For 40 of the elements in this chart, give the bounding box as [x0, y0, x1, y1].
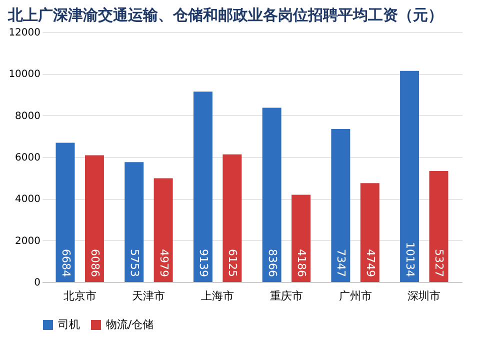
y-tick-label: 6000 — [15, 152, 40, 164]
chart-title: 北上广深津渝交通运输、仓储和邮政业各岗位招聘平均工资（元） — [7, 6, 444, 24]
y-tick-label: 10000 — [8, 69, 40, 80]
data-label: 4186 — [295, 249, 308, 277]
bar — [84, 155, 104, 282]
data-label: 6086 — [88, 249, 102, 277]
bar — [262, 108, 282, 282]
y-tick-label: 4000 — [15, 194, 40, 206]
legend-label: 司机 — [58, 318, 80, 331]
bar — [429, 171, 448, 282]
x-tick-label: 上海市 — [201, 290, 234, 302]
y-tick-label: 0 — [34, 278, 40, 288]
y-tick-label: 2000 — [15, 236, 40, 247]
data-label: 5753 — [128, 249, 142, 277]
bar — [400, 70, 420, 282]
y-tick-label: 8000 — [15, 110, 40, 122]
data-label: 4749 — [364, 249, 377, 277]
bar — [193, 92, 212, 282]
bar — [292, 194, 311, 282]
data-label: 6125 — [226, 249, 240, 277]
data-label: 5327 — [432, 249, 446, 277]
bar — [331, 128, 350, 282]
bar — [222, 154, 242, 282]
y-tick-label: 12000 — [8, 28, 40, 38]
bar — [154, 178, 173, 282]
x-tick-label: 广州市 — [338, 290, 372, 302]
x-tick-label: 重庆市 — [270, 290, 303, 302]
x-tick-label: 天津市 — [132, 290, 166, 302]
bar — [56, 142, 75, 282]
x-tick-label: 北京市 — [63, 290, 96, 302]
bar — [360, 183, 380, 282]
data-label: 10134 — [404, 242, 417, 277]
bar — [124, 162, 144, 282]
data-label: 7347 — [334, 249, 348, 277]
data-label: 9139 — [196, 249, 210, 277]
data-label: 8366 — [266, 249, 279, 277]
data-label: 4979 — [157, 249, 170, 277]
x-tick-label: 深圳市 — [408, 290, 441, 302]
legend-label: 物流/仓储 — [106, 318, 154, 331]
data-label: 6684 — [59, 249, 72, 277]
